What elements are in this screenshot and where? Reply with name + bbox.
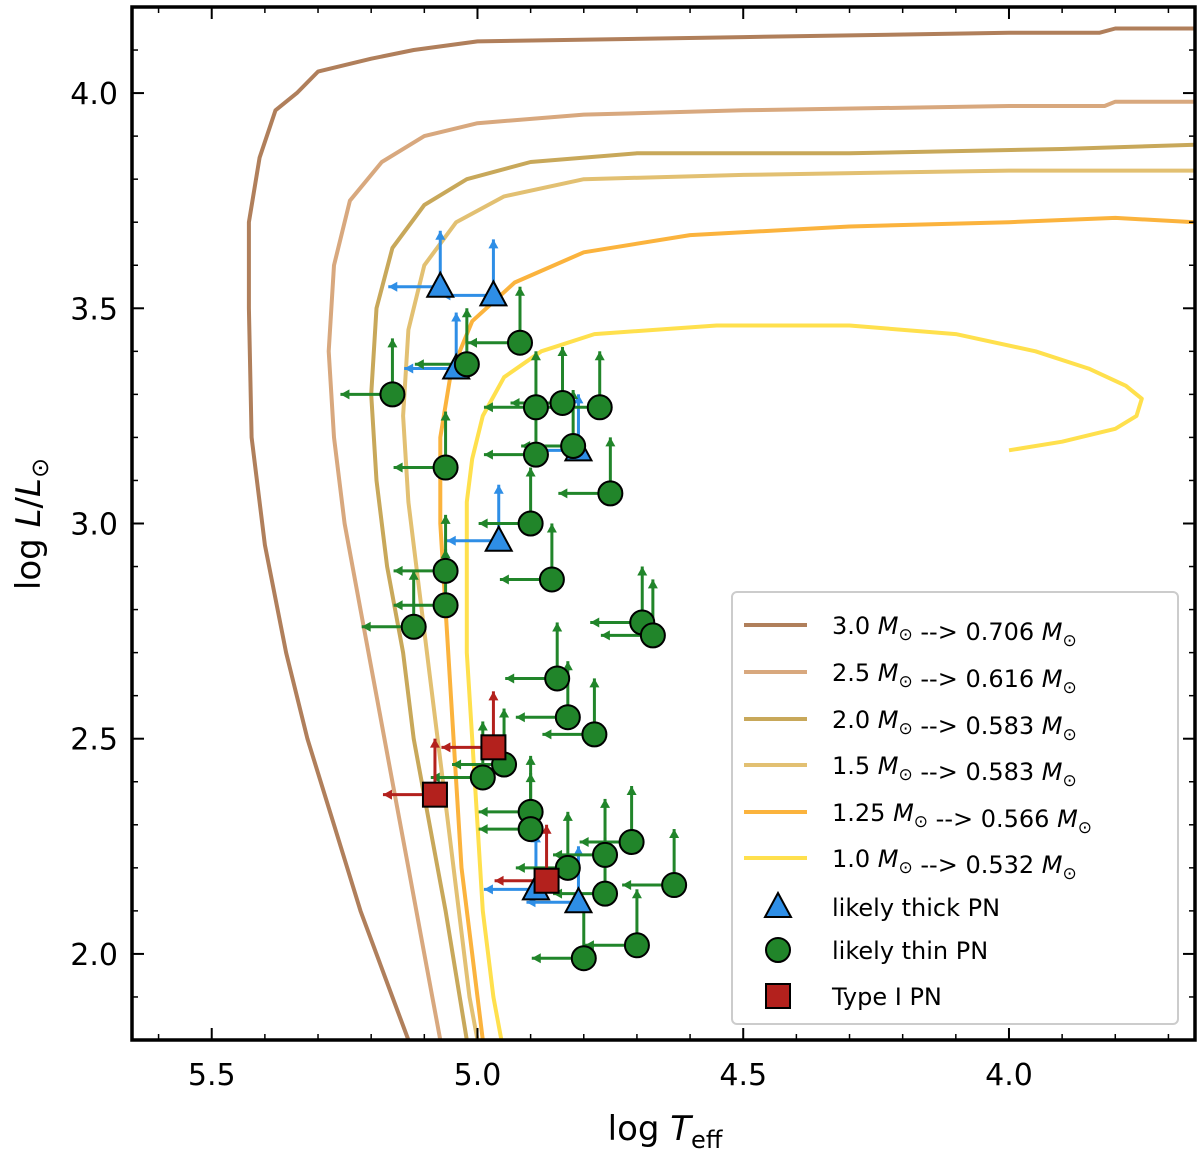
axis-ticks: 5.5 5.0 4.5 4.0 2.0 2.5 3.0 3.5 4.0 xyxy=(70,7,1195,1093)
legend: 3.0 M⊙ --> 0.706 M⊙ 2.5 M⊙ --> 0.616 M⊙ 2.… xyxy=(731,591,1179,1025)
y-tick-label-0: 2.0 xyxy=(70,938,118,973)
point-circle-1-8 xyxy=(597,480,624,507)
point-circle-1-20 xyxy=(469,764,496,791)
legend-track-label-1: 2.5 M⊙ --> 0.616 M⊙ xyxy=(832,659,1077,698)
y-tick-label-3: 3.5 xyxy=(70,292,118,327)
evolutionary-tracks xyxy=(246,26,1195,1040)
legend-marker-triangle xyxy=(763,890,793,918)
legend-track-label-4: 1.25 M⊙ --> 0.566 M⊙ xyxy=(832,799,1092,838)
point-triangle-0-4 xyxy=(484,524,514,552)
point-triangle-0-6 xyxy=(563,886,594,914)
y-tick-label-1: 2.5 xyxy=(70,723,118,758)
track-line-0 xyxy=(246,26,1195,1040)
point-circle-1-29 xyxy=(623,932,650,959)
point-circle-1-30 xyxy=(570,945,597,972)
legend-track-label-0: 3.0 M⊙ --> 0.706 M⊙ xyxy=(832,612,1077,651)
y-tick-label-4: 4.0 xyxy=(70,77,118,112)
point-circle-1-17 xyxy=(544,665,571,692)
point-square-2-2 xyxy=(533,867,560,894)
track-line-5 xyxy=(464,323,1144,1040)
point-circle-1-4 xyxy=(549,389,576,416)
x-tick-label-2: 4.5 xyxy=(719,1058,767,1093)
legend-track-label-2: 2.0 M⊙ --> 0.583 M⊙ xyxy=(832,706,1077,745)
x-tick-label-0: 5.5 xyxy=(188,1058,236,1093)
point-circle-1-16 xyxy=(639,622,666,649)
track-line-3 xyxy=(401,168,1195,1040)
point-circle-1-2 xyxy=(506,329,533,356)
legend-series-label-2: Type I PN xyxy=(831,983,942,1011)
legend-frame xyxy=(731,591,1179,1025)
legend-track-label-5: 1.0 M⊙ --> 0.532 M⊙ xyxy=(832,845,1077,884)
point-square-2-0 xyxy=(421,781,448,808)
point-circle-1-10 xyxy=(517,510,544,537)
point-circle-1-18 xyxy=(554,704,581,731)
point-circle-1-5 xyxy=(586,394,613,421)
legend-series-label-0: likely thick PN xyxy=(832,894,1000,922)
legend-marker-circle xyxy=(765,937,791,963)
track-line-2 xyxy=(369,142,1195,1040)
point-triangle-0-1 xyxy=(478,279,509,307)
point-circle-1-9 xyxy=(432,454,459,481)
point-circle-1-25 xyxy=(592,841,619,868)
point-circle-1-19 xyxy=(581,721,608,748)
y-axis-title: log L/L⊙ xyxy=(9,458,54,590)
x-tick-label-3: 4.0 xyxy=(985,1058,1033,1093)
point-circle-1-0 xyxy=(379,381,406,408)
point-triangle-0-0 xyxy=(425,270,455,298)
point-circle-1-7 xyxy=(560,433,587,460)
data-points xyxy=(340,230,688,972)
y-tick-label-2: 3.0 xyxy=(70,508,118,543)
point-circle-1-12 xyxy=(432,557,459,584)
point-circle-1-26 xyxy=(618,829,645,856)
point-circle-1-3 xyxy=(522,394,549,421)
point-circle-1-14 xyxy=(400,613,427,640)
track-line-1 xyxy=(326,99,1195,1040)
legend-series-label-1: likely thin PN xyxy=(832,937,988,965)
point-circle-1-11 xyxy=(538,566,565,593)
track-line-4 xyxy=(438,215,1195,1040)
point-square-2-1 xyxy=(480,734,507,761)
point-circle-1-27 xyxy=(592,880,619,907)
point-circle-1-23 xyxy=(517,816,544,843)
point-circle-1-13 xyxy=(432,592,459,619)
legend-track-label-3: 1.5 M⊙ --> 0.583 M⊙ xyxy=(832,752,1077,791)
x-tick-label-1: 5.0 xyxy=(454,1058,502,1093)
point-circle-1-6 xyxy=(522,441,549,468)
legend-marker-square xyxy=(765,983,791,1009)
x-axis-title: log Teff xyxy=(608,1109,723,1154)
point-circle-1-28 xyxy=(661,872,688,899)
point-circle-1-1 xyxy=(453,351,480,378)
